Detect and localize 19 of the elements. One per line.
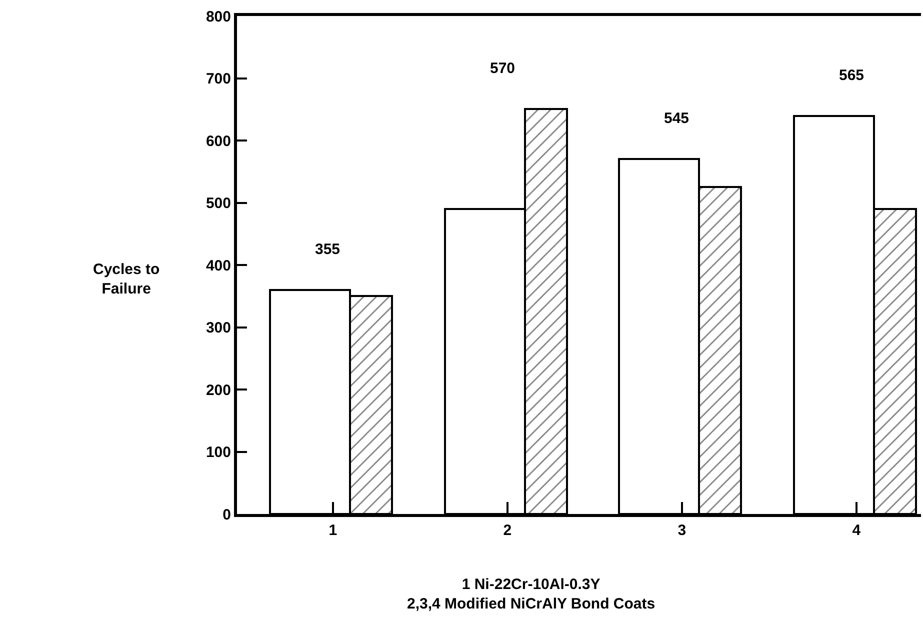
y-axis-title: Cycles to Failure <box>93 261 160 298</box>
x-tick-label: 4 <box>852 522 862 539</box>
x-tick-label: 1 <box>328 522 338 539</box>
y-tick-label: 100 <box>206 444 231 461</box>
y-tick-label: 800 <box>206 8 231 26</box>
x-tick-label: 2 <box>503 522 512 539</box>
y-tick-label: 500 <box>206 195 231 212</box>
y-tick-label: 600 <box>206 132 231 150</box>
y-tick-label: 200 <box>206 382 231 399</box>
y-tick-label: 0 <box>222 506 231 524</box>
y-tick-label: 300 <box>206 320 231 336</box>
annotation: 565 <box>839 67 864 84</box>
x-tick-label: 3 <box>678 522 686 539</box>
y-tick-label: 400 <box>206 257 231 274</box>
x-axis-title: 1 Ni-22Cr-10Al-0.3Y 2,3,4 Modified NiCrAlY Bond Coats <box>407 576 656 612</box>
y-tick-label: 700 <box>206 70 231 88</box>
annotation: 545 <box>664 110 690 127</box>
annotation: 355 <box>315 241 340 258</box>
annotation: 570 <box>490 60 516 77</box>
